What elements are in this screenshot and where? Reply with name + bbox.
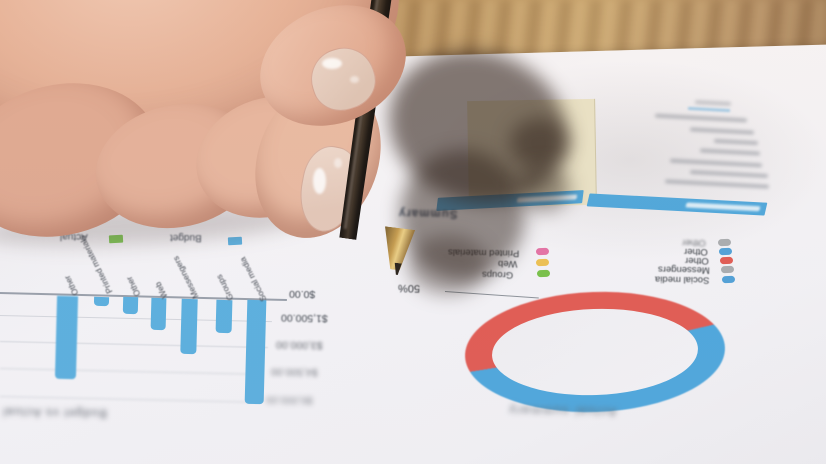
bar-budget [122, 296, 139, 315]
axis-tick: $3,000.00 [275, 338, 323, 352]
legend-dot [720, 265, 735, 274]
nail-gloss [313, 168, 326, 194]
bar-budget [180, 298, 198, 355]
legend-dot [535, 247, 550, 256]
nail-gloss [322, 58, 342, 69]
axis-tick: $6,000.00 [265, 393, 313, 407]
bar-chart-title: Budget vs Actual [1, 405, 107, 419]
axis-tick: $4,500.00 [270, 365, 318, 379]
legend-dot [535, 258, 550, 267]
axis-tick: $1,500.00 [280, 311, 328, 325]
legend-dot [717, 238, 732, 247]
axis-tick: $0.00 [288, 287, 316, 301]
legend-label: Social media [654, 273, 710, 286]
bar-budget [93, 296, 110, 307]
legend-dot [718, 247, 733, 256]
legend-swatch-budget [227, 236, 243, 246]
legend-dot [719, 256, 734, 265]
bar-budget [150, 297, 167, 331]
bar-budget [215, 299, 233, 334]
legend-dot [536, 269, 551, 278]
bar-budget [54, 295, 79, 380]
donut-chart-title: Actual summary [507, 403, 617, 419]
bar-budget [244, 299, 267, 405]
nail-gloss [350, 76, 359, 83]
legend-dot [721, 275, 736, 284]
nail-gloss [334, 158, 342, 168]
